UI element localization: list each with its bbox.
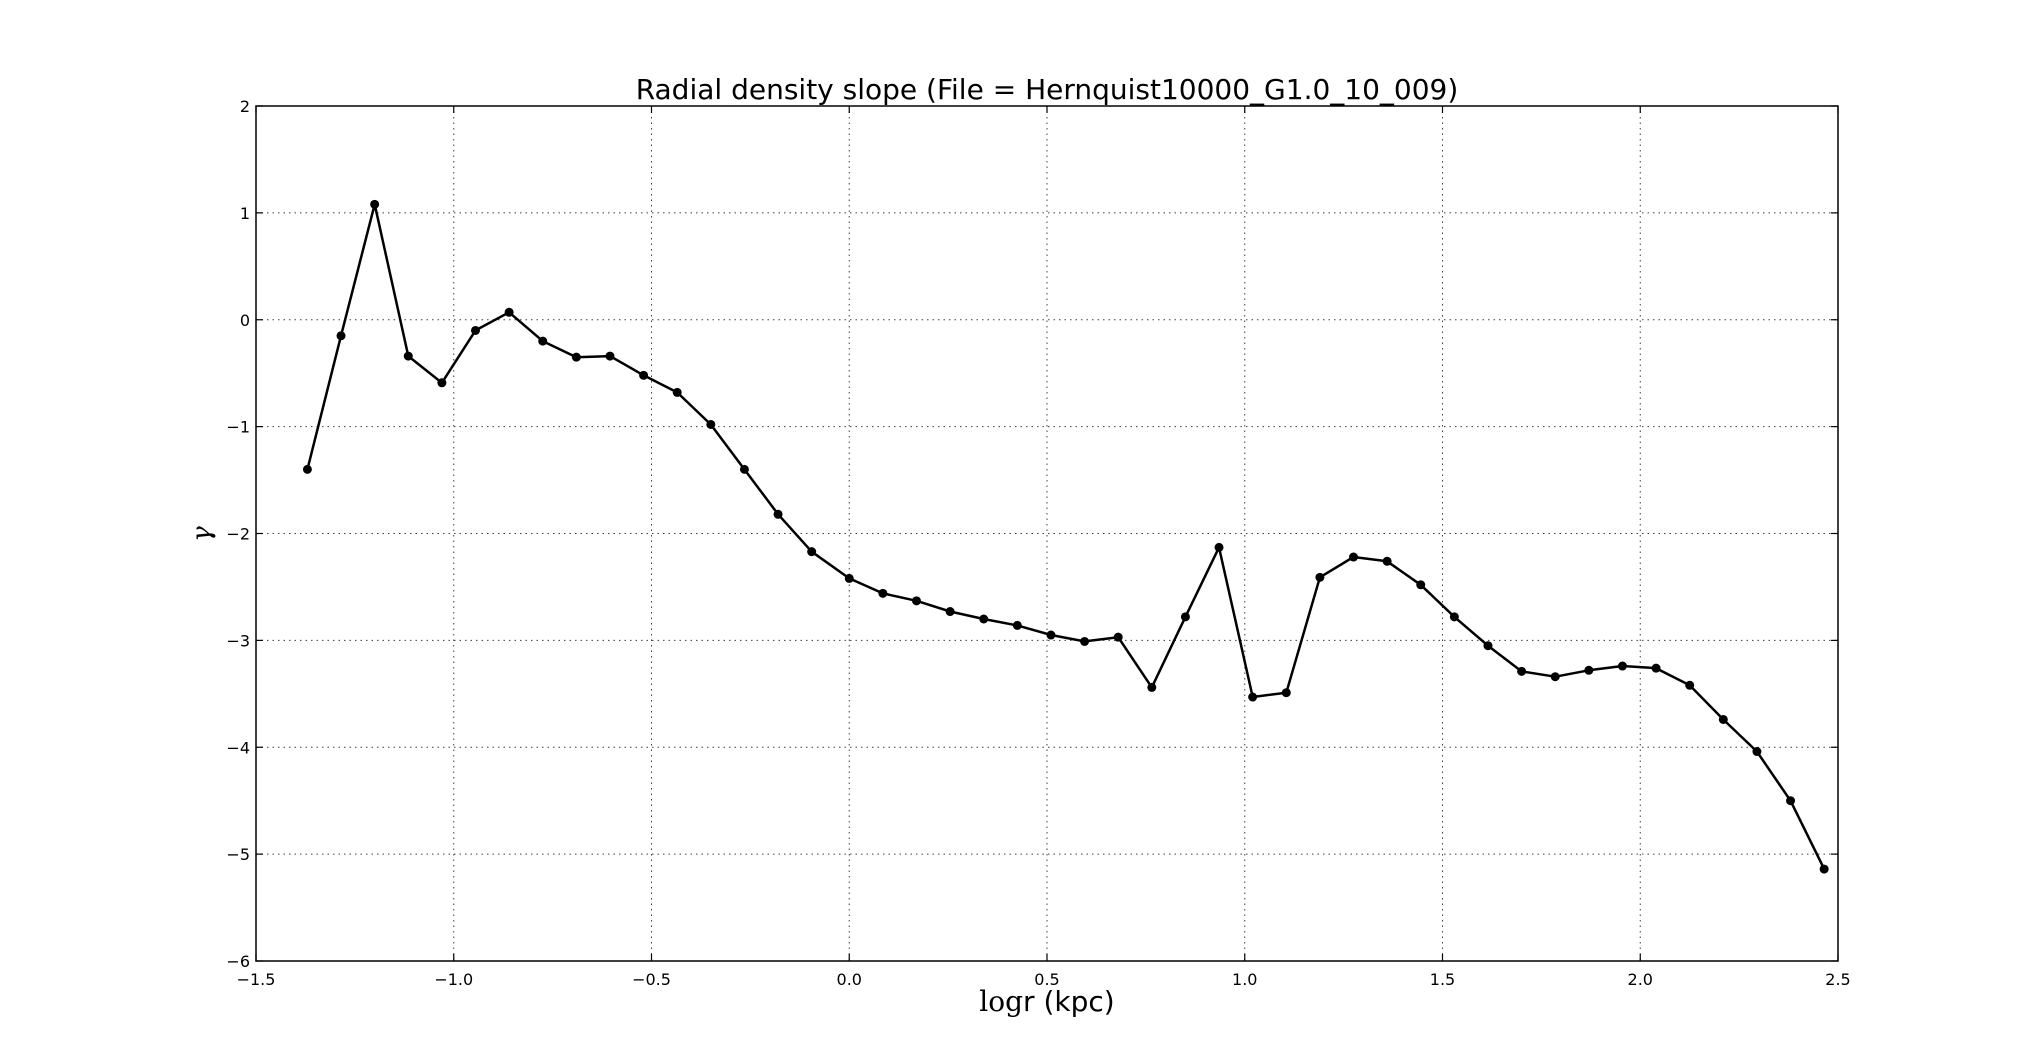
x-tick-label: 1.0 [1232, 970, 1257, 989]
data-point [1786, 796, 1796, 806]
data-point [1080, 636, 1090, 646]
data-point [1315, 572, 1325, 582]
series-line [306, 203, 1826, 870]
y-tick-label: 0 [240, 311, 250, 330]
y-tick-label: 1 [240, 204, 250, 223]
x-tick-label: −1.5 [237, 970, 276, 989]
data-point [878, 588, 888, 598]
data-point [1147, 682, 1157, 692]
data-point [639, 370, 649, 380]
data-point [1449, 612, 1459, 622]
data-point [1617, 661, 1627, 671]
y-tick-label: 2 [240, 97, 250, 116]
data-point [1651, 663, 1661, 673]
data-point [437, 378, 447, 388]
data-point [1113, 632, 1123, 642]
data-point [945, 607, 955, 617]
data-point [979, 614, 989, 624]
data-series [302, 199, 1829, 874]
data-point [471, 325, 481, 335]
data-point [370, 199, 380, 209]
data-point [1819, 864, 1829, 874]
data-point [571, 352, 581, 362]
data-point [504, 307, 514, 317]
x-tick-label: 0.5 [1034, 970, 1059, 989]
chart-title: Radial density slope (File = Hernquist10… [636, 73, 1459, 106]
data-point [605, 351, 615, 361]
data-point [1180, 612, 1190, 622]
plot-frame [255, 105, 1839, 962]
data-point [1517, 666, 1527, 676]
data-point [1248, 692, 1258, 702]
data-point [739, 464, 749, 474]
y-tick-label: −3 [226, 631, 250, 650]
data-point [1046, 630, 1056, 640]
data-point [672, 387, 682, 397]
grid-lines [256, 106, 1838, 961]
data-point [336, 331, 346, 341]
data-point [538, 336, 548, 346]
data-point [1752, 747, 1762, 757]
data-point [403, 351, 413, 361]
data-point [1584, 665, 1594, 675]
data-point [807, 547, 817, 557]
y-tick-label: −5 [226, 845, 250, 864]
y-tick-label: −1 [226, 418, 250, 437]
y-tick-label: −4 [226, 738, 250, 757]
data-point [1718, 714, 1728, 724]
data-point [1281, 688, 1291, 698]
data-point [1685, 680, 1695, 690]
x-tick-label: −0.5 [632, 970, 671, 989]
x-tick-labels: −1.5 −1.0 −0.5 0.0 0.5 1.0 1.5 2.0 2.5 [237, 970, 1851, 989]
y-tick-label: −6 [226, 952, 250, 971]
data-point [1550, 672, 1560, 682]
data-point [773, 509, 783, 519]
data-point [844, 573, 854, 583]
y-axis-label: γ [187, 526, 217, 542]
y-tick-label: −2 [226, 525, 250, 544]
y-tick-labels: 2 1 0 −1 −2 −3 −4 −5 −6 [226, 97, 250, 971]
x-axis-label: logr (kpc) [979, 985, 1114, 1018]
data-point [1214, 542, 1224, 552]
x-tick-label: 2.0 [1628, 970, 1653, 989]
x-tick-label: 2.5 [1825, 970, 1850, 989]
data-point [706, 419, 716, 429]
data-point [1416, 580, 1426, 590]
data-point [1349, 552, 1359, 562]
x-tick-label: 1.5 [1430, 970, 1455, 989]
x-axis-label-math: log [979, 985, 1023, 1018]
x-axis-label-rest: r (kpc) [1023, 985, 1115, 1018]
x-tick-label: −1.0 [434, 970, 473, 989]
data-point [911, 596, 921, 606]
data-point [302, 464, 312, 474]
x-tick-label: 0.0 [837, 970, 862, 989]
data-point [1012, 620, 1022, 630]
data-point [1382, 556, 1392, 566]
data-point [1483, 641, 1493, 651]
